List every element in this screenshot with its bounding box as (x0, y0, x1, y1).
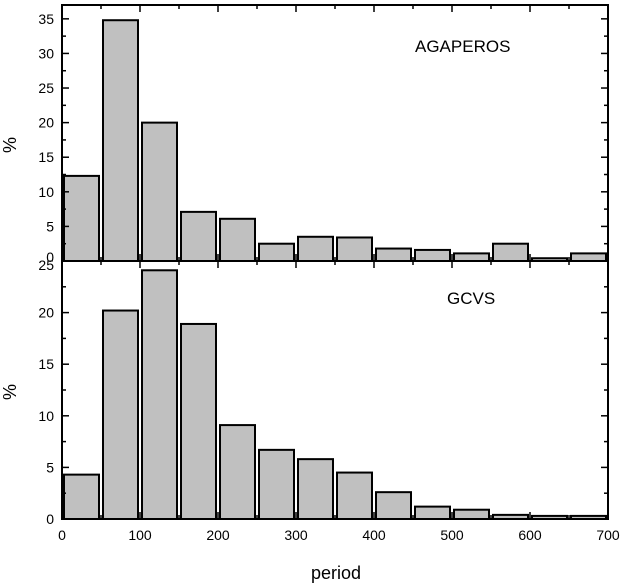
histogram-bar (453, 252, 490, 263)
histogram-bar (258, 448, 295, 520)
panel-annotation: GCVS (447, 289, 495, 308)
panel-annotation: AGAPEROS (415, 37, 510, 56)
histogram-bar (141, 121, 178, 262)
histogram-bar (375, 491, 412, 520)
x-tick-label: 400 (362, 527, 386, 543)
histogram-bar (570, 252, 607, 263)
agaperos-panel: 0 5 10 15 20 25 30 35 AGAPEROS% (0, 4, 609, 265)
histogram-bar (297, 235, 334, 262)
x-axis-label: period (311, 563, 361, 583)
histogram-bar (219, 424, 256, 521)
gcvs-panel: 0 5 10 15 20 25 0 100 200 300 400 500 600 700 GCVS% per… (0, 257, 620, 583)
y-axis-label: % (0, 384, 20, 400)
y-tick-label: 0 (46, 249, 54, 265)
histogram-bar (180, 322, 217, 520)
histogram-bar (414, 248, 451, 263)
x-tick-label: 200 (206, 527, 230, 543)
x-tick-label: 300 (284, 527, 308, 543)
y-tick-label: 25 (38, 80, 54, 96)
y-axis-label: % (0, 137, 20, 153)
histogram-bar (414, 505, 451, 520)
y-tick-label: 5 (46, 218, 54, 234)
histogram-bar (141, 269, 178, 520)
y-tick-label: 35 (38, 11, 54, 27)
y-tick-label: 10 (38, 184, 54, 200)
x-tick-label: 700 (596, 527, 620, 543)
y-tick-label: 20 (38, 115, 54, 131)
y-tick-label: 20 (38, 305, 54, 321)
y-tick-label: 15 (38, 356, 54, 372)
y-tick-label: 30 (38, 45, 54, 61)
x-tick-label: 0 (58, 527, 66, 543)
histogram-bar (453, 508, 490, 521)
histogram-bar (63, 473, 100, 520)
histogram-bar (180, 210, 217, 262)
y-tick-label: 5 (46, 459, 54, 475)
y-tick-label: 10 (38, 408, 54, 424)
y-tick-label: 0 (46, 511, 54, 527)
x-tick-label: 600 (518, 527, 542, 543)
histogram-bar (297, 458, 334, 521)
histogram-bar (258, 242, 295, 262)
histogram-bar (102, 309, 139, 521)
y-tick-label: 15 (38, 149, 54, 165)
histogram-bar (219, 217, 256, 263)
x-tick-label: 500 (440, 527, 464, 543)
histogram-bar (492, 242, 529, 262)
histogram-bar (336, 471, 373, 520)
histogram-bar (375, 247, 412, 262)
histogram-bar (63, 174, 100, 262)
histogram-bar (102, 19, 139, 263)
histogram-bar (336, 236, 373, 263)
y-tick-label: 25 (38, 257, 54, 273)
x-tick-label: 100 (128, 527, 152, 543)
